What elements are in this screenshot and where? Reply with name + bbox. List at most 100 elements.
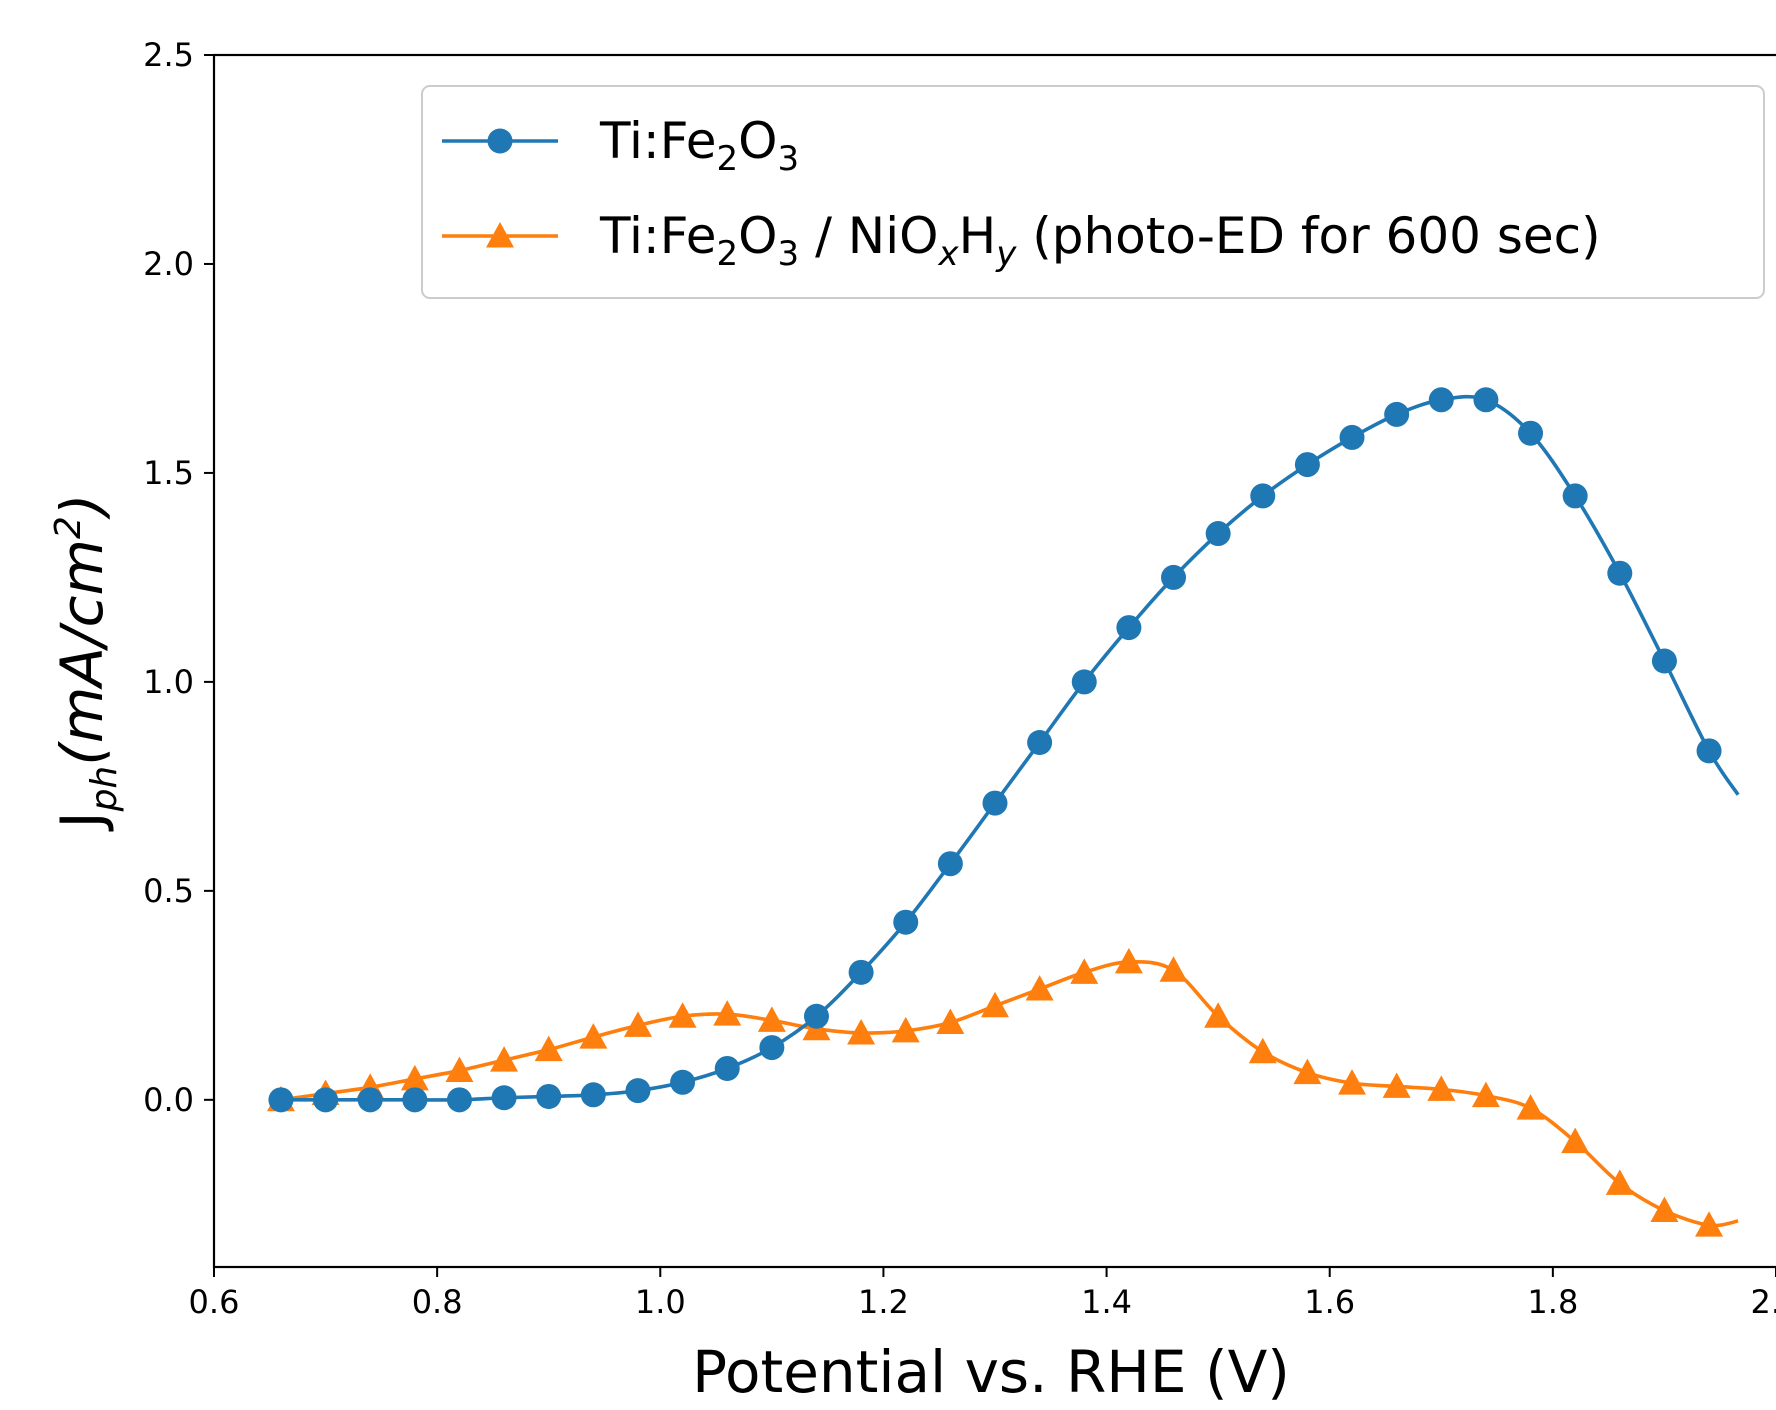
- data-point: [1025, 975, 1054, 1001]
- legend-label-part: / NiO: [799, 207, 938, 265]
- data-point: [848, 959, 874, 985]
- data-point: [1607, 560, 1633, 586]
- data-point: [982, 790, 1008, 816]
- legend-marker: [486, 222, 514, 248]
- legend-label: Ti:Fe2O3: [599, 112, 799, 179]
- x-tick-label: 1.0: [635, 1283, 686, 1321]
- y-tick-label: 0.0: [143, 1081, 194, 1119]
- data-point: [490, 1046, 519, 1072]
- data-point: [714, 1055, 740, 1081]
- data-point: [1695, 1211, 1724, 1237]
- x-axis-title: Potential vs. RHE (V): [692, 1338, 1290, 1406]
- y-tick-label: 0.5: [143, 872, 194, 910]
- data-point: [893, 909, 919, 935]
- data-point: [1248, 1037, 1277, 1064]
- legend-label-part: (photo-ED for 600 sec): [1016, 207, 1600, 265]
- data-point: [1205, 521, 1231, 547]
- legend-marker: [487, 128, 513, 154]
- legend-label-part: x: [937, 234, 959, 274]
- data-point: [1382, 1072, 1411, 1098]
- data-point: [1428, 387, 1454, 413]
- series-line: [280, 959, 1739, 1228]
- data-point: [579, 1023, 608, 1049]
- data-point: [1070, 958, 1099, 984]
- x-tick-label: 2.0: [1751, 1283, 1776, 1321]
- data-point: [981, 991, 1009, 1018]
- data-point: [1473, 387, 1499, 413]
- data-point: [803, 1003, 829, 1029]
- legend-entry: Ti:Fe2O3 / NiOxHy (photo-ED for 600 sec): [442, 207, 1601, 274]
- x-tick-label: 1.2: [858, 1283, 909, 1321]
- data-point: [1027, 729, 1053, 755]
- data-point: [445, 1056, 474, 1083]
- data-point: [1650, 1196, 1679, 1223]
- data-point: [402, 1087, 428, 1113]
- data-point: [936, 1008, 965, 1034]
- data-point: [580, 1082, 606, 1108]
- data-point: [1427, 1075, 1456, 1101]
- data-point: [357, 1087, 383, 1113]
- legend-label: Ti:Fe2O3 / NiOxHy (photo-ED for 600 sec): [599, 207, 1601, 274]
- data-point: [1651, 648, 1677, 674]
- data-point: [536, 1083, 562, 1109]
- x-tick-label: 1.6: [1304, 1283, 1355, 1321]
- data-point: [1339, 424, 1365, 450]
- data-point: [1071, 669, 1097, 695]
- data-point: [446, 1087, 472, 1113]
- data-point: [668, 1002, 697, 1028]
- data-point: [491, 1085, 517, 1111]
- data-point: [1471, 1081, 1500, 1108]
- data-point: [1116, 615, 1142, 641]
- legend-label-part: O: [738, 112, 777, 170]
- data-point: [400, 1064, 429, 1091]
- data-point: [1294, 452, 1320, 478]
- y-title-part: ): [48, 493, 116, 520]
- y-tick-label: 1.5: [143, 454, 194, 492]
- x-tick-label: 0.6: [189, 1283, 240, 1321]
- data-point: [625, 1078, 651, 1104]
- y-title-part: ph: [84, 766, 125, 813]
- data-point: [1338, 1069, 1367, 1095]
- legend-label-part: y: [995, 234, 1017, 274]
- data-point: [1518, 420, 1544, 446]
- data-point: [1696, 738, 1722, 764]
- plot-frame: [212, 53, 1776, 1269]
- data-point: [1250, 483, 1276, 509]
- data-point: [891, 1016, 920, 1043]
- y-tick-label: 2.0: [143, 245, 194, 283]
- y-title-part: J: [48, 811, 116, 831]
- y-title-part: 2: [48, 516, 89, 539]
- data-point: [534, 1035, 563, 1062]
- data-point: [1562, 483, 1588, 509]
- data-point: [759, 1035, 785, 1061]
- y-tick-label: 2.5: [143, 36, 194, 74]
- data-point: [1605, 1169, 1634, 1195]
- x-tick-label: 1.4: [1081, 1283, 1132, 1321]
- data-point: [1516, 1094, 1545, 1120]
- legend-label-part: 2: [717, 139, 739, 179]
- legend-label-part: 3: [778, 139, 800, 179]
- legend-box: [421, 85, 1765, 299]
- legend-label-part: Ti:Fe: [599, 112, 717, 170]
- data-point: [1159, 956, 1188, 982]
- data-point: [847, 1018, 876, 1045]
- legend-label-part: Ti:Fe: [599, 207, 717, 265]
- data-point: [713, 1000, 742, 1026]
- series-layer: [266, 387, 1740, 1237]
- tick-group: 0.6 0.8 1.0 1.2 1.4 1.6 1.8 2.0 0.0 0.5 1.0 1.5 2.0 2…: [143, 36, 1776, 1321]
- data-point: [1204, 1002, 1233, 1028]
- legend-entry: Ti:Fe2O3: [442, 112, 799, 179]
- legend-label-part: H: [959, 207, 997, 265]
- x-tick-label: 0.8: [412, 1283, 463, 1321]
- data-point: [623, 1011, 652, 1037]
- data-point: [313, 1087, 339, 1113]
- series-ti-fe2o3: [268, 387, 1740, 1113]
- legend-label-part: 2: [717, 234, 739, 274]
- data-point: [268, 1087, 294, 1113]
- x-tick-label: 1.8: [1527, 1283, 1578, 1321]
- data-point: [1293, 1058, 1322, 1085]
- y-title-part: (: [48, 741, 116, 766]
- data-point: [1561, 1127, 1590, 1154]
